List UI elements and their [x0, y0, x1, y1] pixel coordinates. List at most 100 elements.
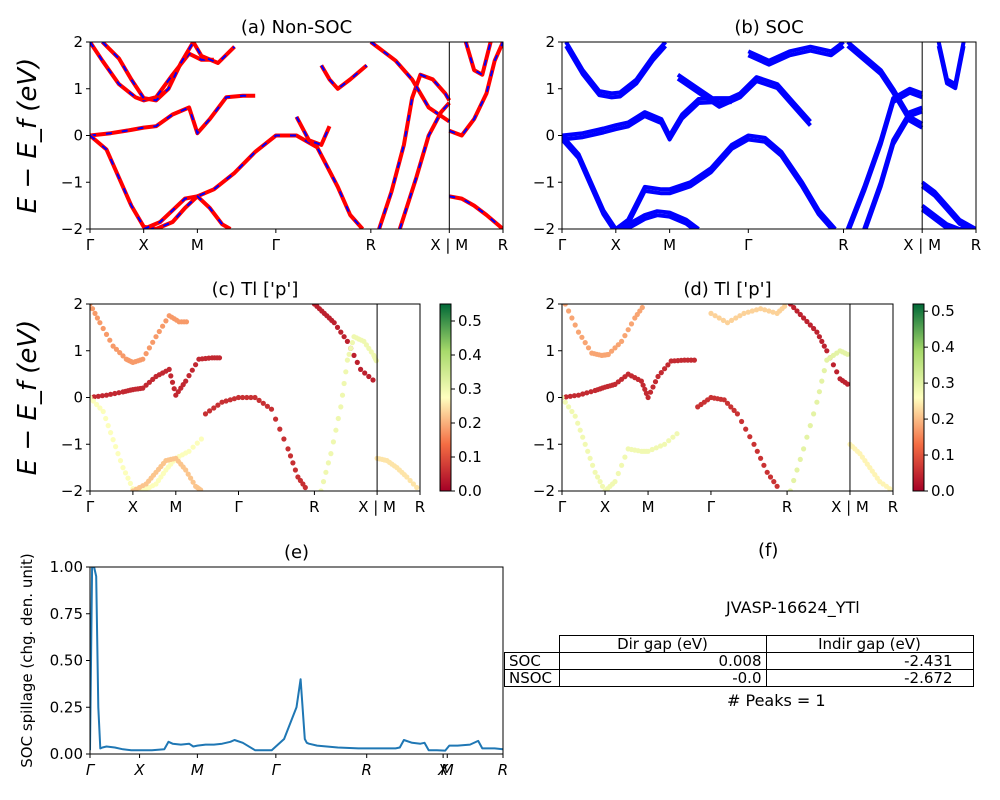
band-line — [377, 72, 452, 229]
band-point — [171, 386, 177, 392]
x-tick-label: Γ — [558, 236, 567, 254]
band-point — [764, 469, 770, 475]
band-line — [747, 42, 845, 63]
plot-area — [90, 42, 503, 229]
band-point — [140, 356, 146, 362]
band-point — [821, 343, 827, 349]
x-tick-label: R — [838, 236, 848, 254]
band-point — [655, 373, 661, 380]
band-point — [331, 320, 337, 326]
band-point — [807, 322, 813, 328]
band-point — [94, 315, 100, 321]
band-point — [185, 471, 191, 477]
x-tick-label: M — [663, 236, 676, 254]
table-row: SOC 0.008 -2.431 — [504, 652, 974, 670]
band-point — [638, 378, 645, 384]
band-point — [287, 453, 294, 459]
plot-area — [90, 304, 420, 491]
x-tick-label: M — [191, 761, 204, 779]
band-point — [404, 474, 410, 480]
table-header-cell: Dir gap (eV) — [558, 635, 767, 653]
x-tick-label: Γ — [558, 498, 567, 516]
band-point — [362, 370, 368, 376]
band-point — [615, 470, 621, 477]
band-point — [370, 377, 376, 383]
x-tick-label: R — [498, 761, 508, 779]
band-point — [816, 334, 823, 340]
band-point — [816, 389, 823, 395]
band-point — [605, 351, 611, 358]
band-point — [330, 439, 336, 445]
band-point — [215, 402, 221, 408]
band-point — [186, 448, 192, 454]
band-line-dashed — [449, 195, 503, 229]
band-point — [758, 455, 764, 461]
band-point — [240, 394, 246, 401]
band-point — [244, 394, 250, 401]
band-point — [153, 334, 159, 340]
x-tick-label: X | M — [430, 236, 468, 254]
y-tick-label: −2 — [61, 482, 83, 500]
band-point — [743, 426, 749, 432]
x-tick-label: Γ — [86, 498, 95, 516]
band-point — [749, 308, 755, 314]
band-point — [410, 481, 416, 487]
band-point — [588, 389, 594, 395]
y-tick-label: −2 — [533, 220, 555, 238]
colorbar-tick-label: 0.5 — [458, 312, 482, 330]
band-point — [163, 318, 169, 324]
band-point — [341, 334, 347, 340]
band-point — [116, 390, 122, 396]
y-tick-label: 0.00 — [50, 745, 83, 763]
band-point — [794, 308, 800, 314]
band-line-dashed — [295, 116, 331, 147]
band-point — [592, 469, 598, 475]
band-point — [103, 392, 110, 398]
x-tick-label: M — [441, 761, 454, 779]
x-tick-label: M — [642, 498, 655, 516]
band-point — [235, 394, 242, 401]
table-cell: NSOC — [504, 669, 560, 687]
x-tick-label: R — [309, 498, 319, 516]
band-point — [120, 465, 126, 471]
band-point — [334, 324, 341, 330]
band-point — [653, 445, 659, 451]
band-point — [582, 441, 588, 447]
band-line-dashed — [398, 102, 451, 229]
y-tick-label: −1 — [61, 173, 83, 191]
y-tick-label: 2 — [545, 295, 555, 313]
band-point — [734, 411, 741, 417]
colorbar-tick-label: 0.4 — [931, 338, 955, 356]
band-point — [338, 329, 344, 335]
band-point — [585, 448, 591, 454]
band-point — [193, 362, 199, 368]
colorbar-tick-label: 0.5 — [931, 302, 955, 320]
table-header-cell — [505, 636, 560, 653]
band-point — [273, 416, 279, 422]
band-point — [814, 329, 820, 335]
band-line-dashed — [90, 94, 256, 137]
band-point — [264, 403, 270, 409]
band-point — [572, 322, 578, 328]
band-point — [349, 340, 355, 346]
band-point — [354, 359, 360, 365]
band-point — [824, 348, 830, 354]
x-tick-label: X | M — [903, 236, 941, 254]
band-point — [190, 444, 196, 450]
band-point — [729, 317, 735, 323]
band-point — [716, 315, 722, 321]
band-point — [198, 487, 204, 491]
band-point — [94, 401, 100, 408]
plot-area — [90, 567, 503, 752]
y-tick-label: 0 — [73, 127, 83, 145]
band-point — [344, 338, 350, 344]
band-point — [183, 467, 189, 473]
axes-frame — [89, 566, 504, 755]
band-line — [463, 42, 493, 77]
band-point — [323, 469, 329, 475]
band-point — [647, 389, 654, 395]
band-line-split — [936, 45, 966, 91]
band-point — [231, 396, 237, 402]
band-point — [190, 479, 196, 485]
